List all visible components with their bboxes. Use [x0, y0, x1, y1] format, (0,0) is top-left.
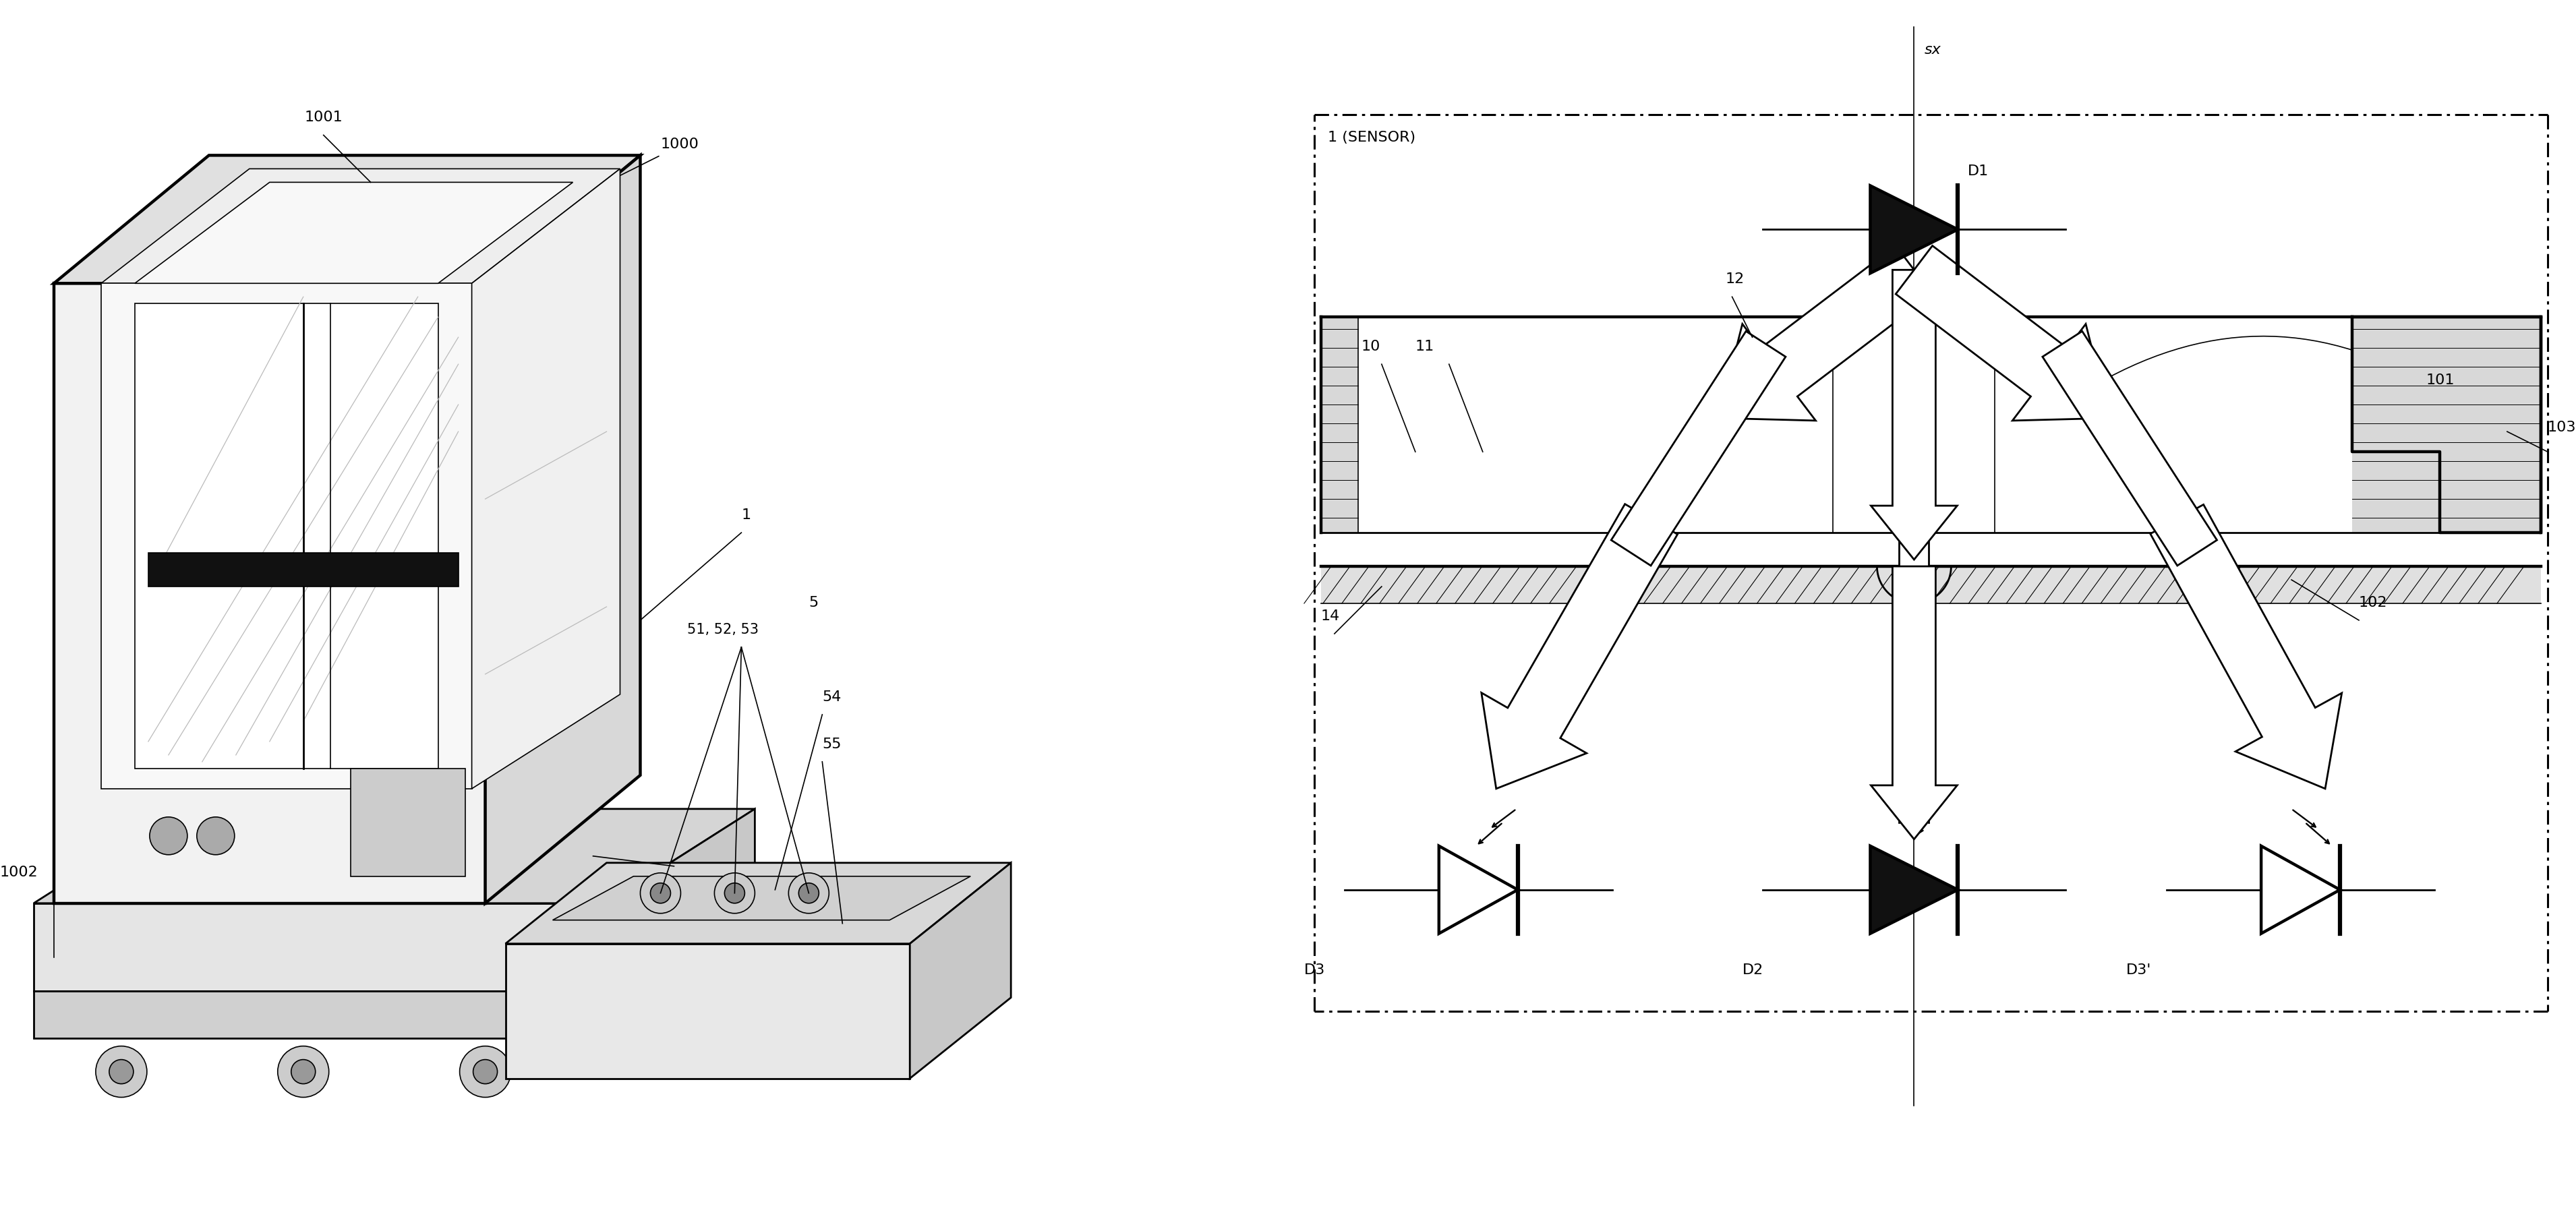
- Circle shape: [278, 1047, 330, 1097]
- Polygon shape: [505, 944, 909, 1079]
- Text: 51, 52, 53: 51, 52, 53: [688, 623, 760, 637]
- Polygon shape: [54, 283, 484, 903]
- Text: 1: 1: [742, 508, 750, 521]
- Polygon shape: [33, 809, 755, 903]
- Polygon shape: [100, 169, 621, 283]
- Polygon shape: [505, 863, 1010, 944]
- Text: 54: 54: [822, 691, 842, 704]
- Polygon shape: [1870, 185, 1958, 274]
- Polygon shape: [134, 303, 438, 768]
- Polygon shape: [1899, 573, 1929, 809]
- Polygon shape: [149, 553, 459, 587]
- Polygon shape: [1321, 567, 1899, 604]
- Polygon shape: [350, 768, 466, 876]
- Polygon shape: [471, 169, 621, 789]
- Polygon shape: [33, 903, 605, 991]
- Polygon shape: [909, 863, 1010, 1079]
- Circle shape: [95, 1047, 147, 1097]
- Text: 1002: 1002: [0, 865, 39, 879]
- Circle shape: [799, 883, 819, 903]
- Text: D2: D2: [1741, 963, 1765, 977]
- Text: 5: 5: [809, 596, 819, 610]
- Polygon shape: [134, 183, 572, 283]
- Circle shape: [196, 817, 234, 855]
- Polygon shape: [554, 876, 971, 920]
- Polygon shape: [1718, 245, 1932, 421]
- Circle shape: [724, 883, 744, 903]
- Polygon shape: [2262, 845, 2339, 934]
- Text: 10: 10: [1360, 340, 1381, 353]
- Circle shape: [291, 1060, 314, 1083]
- Text: D3: D3: [1303, 963, 1324, 977]
- Text: 14: 14: [1321, 610, 1340, 623]
- Text: 102: 102: [2360, 596, 2388, 610]
- Text: 103: 103: [2548, 421, 2576, 434]
- Text: 1000: 1000: [659, 137, 698, 151]
- Circle shape: [149, 817, 188, 855]
- Polygon shape: [484, 156, 641, 903]
- Polygon shape: [54, 156, 641, 283]
- Circle shape: [641, 872, 680, 913]
- Text: 12: 12: [1726, 272, 1744, 286]
- Polygon shape: [2352, 317, 2540, 533]
- Text: 55: 55: [822, 737, 842, 751]
- Text: 1001: 1001: [304, 110, 343, 124]
- Polygon shape: [1321, 317, 1358, 533]
- Polygon shape: [1870, 567, 1958, 839]
- Text: D1: D1: [1968, 164, 1989, 178]
- Circle shape: [788, 872, 829, 913]
- Circle shape: [474, 1060, 497, 1083]
- Polygon shape: [1870, 845, 1958, 934]
- Polygon shape: [33, 991, 605, 1038]
- Polygon shape: [1896, 245, 2110, 421]
- Polygon shape: [1440, 845, 1517, 934]
- Polygon shape: [100, 283, 471, 789]
- Polygon shape: [1899, 270, 1929, 822]
- Polygon shape: [605, 809, 755, 991]
- Text: sx: sx: [1924, 43, 1940, 56]
- Text: D3': D3': [2125, 963, 2151, 977]
- Polygon shape: [1929, 567, 2540, 604]
- Polygon shape: [2043, 331, 2218, 566]
- Text: 1 (SENSOR): 1 (SENSOR): [1327, 131, 1414, 145]
- Polygon shape: [2151, 504, 2342, 789]
- Text: 11: 11: [1414, 340, 1435, 353]
- Circle shape: [108, 1060, 134, 1083]
- Circle shape: [714, 872, 755, 913]
- Polygon shape: [1481, 504, 1677, 789]
- Circle shape: [649, 883, 670, 903]
- Polygon shape: [1870, 270, 1958, 560]
- Polygon shape: [1610, 331, 1785, 566]
- Circle shape: [459, 1047, 510, 1097]
- Text: 101: 101: [2427, 374, 2455, 387]
